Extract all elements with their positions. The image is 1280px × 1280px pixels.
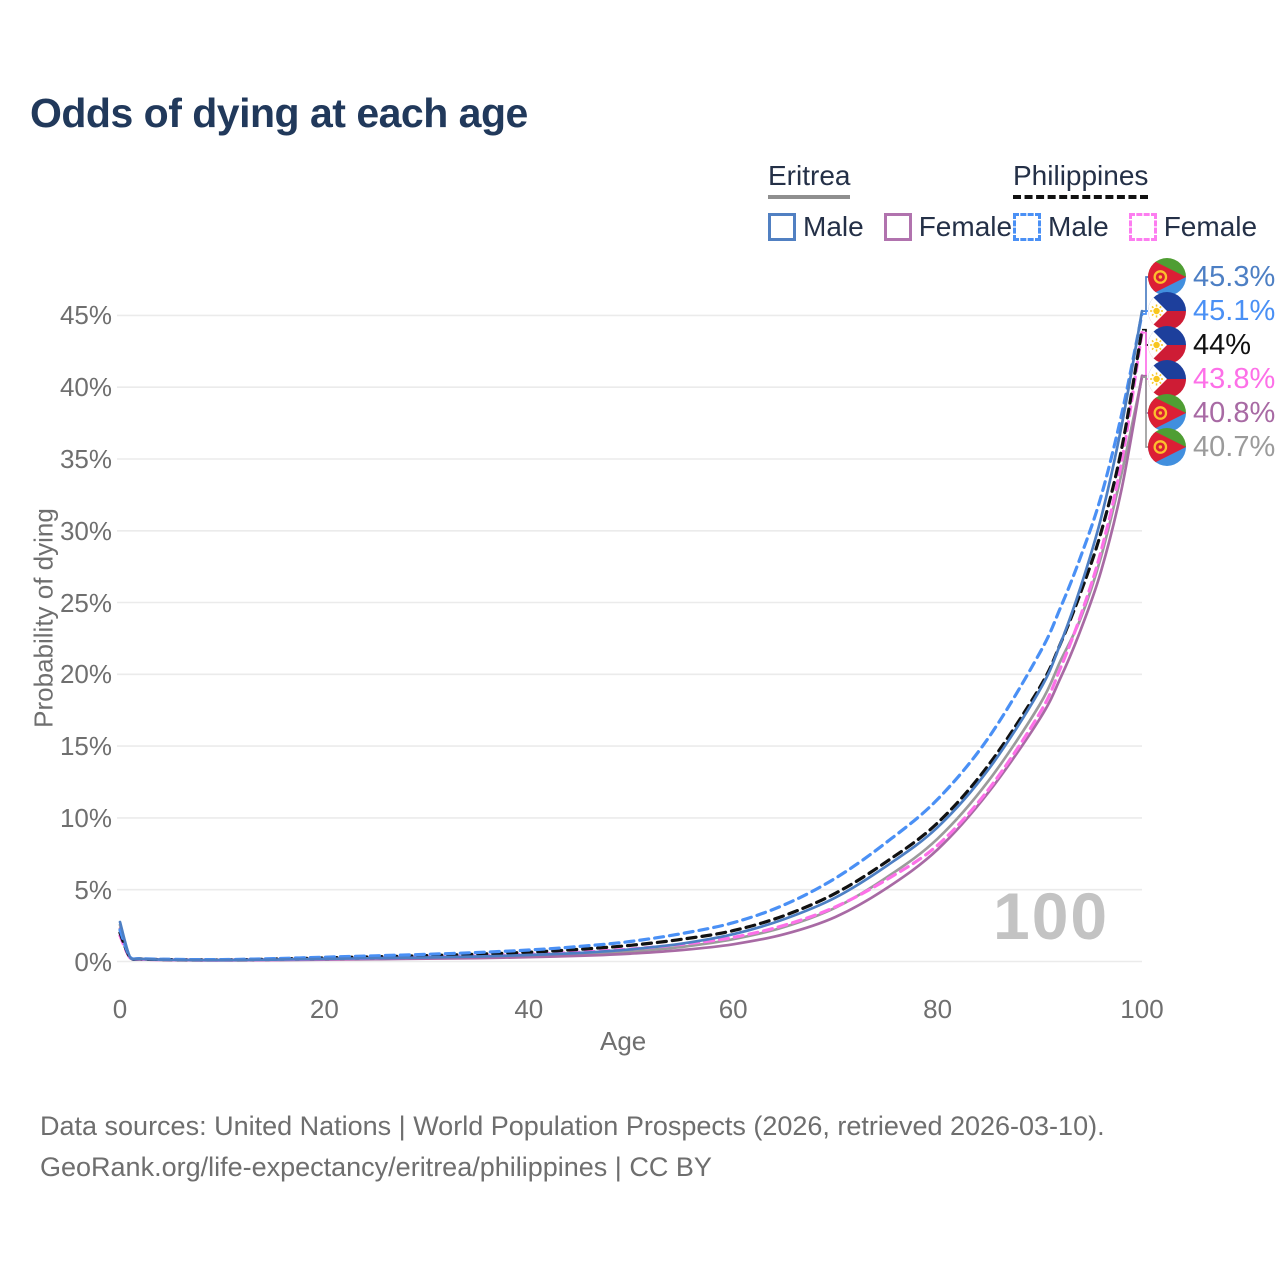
footer-sources: Data sources: United Nations | World Pop…: [40, 1111, 1105, 1141]
flag-philippines-icon: [1148, 326, 1186, 364]
end-label-eritrea-female: 40.8%: [1148, 393, 1275, 433]
legend-heading-eritrea: Eritrea: [768, 160, 851, 199]
watermark-age: 100: [993, 879, 1110, 953]
legend-group-philippines: Philippines Male Female: [1013, 160, 1257, 243]
y-tick-35: 35%: [59, 443, 112, 474]
end-label-philippines-both: 44%: [1148, 325, 1251, 365]
y-tick-45: 45%: [59, 300, 112, 331]
x-tick-0: 0: [112, 994, 128, 1024]
line-philippines-male[interactable]: [118, 312, 1144, 962]
footer: Data sources: United Nations | World Pop…: [40, 1106, 1105, 1188]
legend-item-label: Female: [918, 211, 1013, 242]
legend-item-philippines-male[interactable]: Male: [1013, 211, 1109, 243]
legend-item-philippines-female[interactable]: Female: [1128, 211, 1258, 243]
legend-item-label: Male: [1048, 211, 1109, 242]
end-value-eritrea-both: 40.7%: [1193, 430, 1276, 463]
legend-swatch-icon: [883, 213, 912, 241]
end-label-philippines-female: 43.8%: [1148, 359, 1275, 399]
end-label-eritrea-both: 40.7%: [1148, 427, 1275, 467]
x-axis-title: Age: [600, 1026, 647, 1056]
flag-eritrea-icon: [1148, 258, 1186, 296]
legend-item-label: Male: [803, 211, 864, 242]
y-tick-5: 5%: [74, 874, 112, 905]
line-eritrea-both[interactable]: [118, 375, 1144, 962]
x-tick-20: 20: [309, 994, 339, 1024]
end-label-philippines-male: 45.1%: [1148, 291, 1275, 331]
y-tick-20: 20%: [59, 659, 112, 690]
flag-philippines-icon: [1148, 292, 1186, 330]
flag-eritrea-icon: [1148, 428, 1186, 466]
line-philippines-female[interactable]: [118, 331, 1144, 962]
end-value-eritrea-male: 45.3%: [1193, 260, 1276, 293]
x-tick-80: 80: [923, 994, 953, 1024]
legend-group-eritrea: Eritrea Male Female: [768, 160, 1012, 243]
y-axis-title: Probability of dying: [28, 508, 59, 728]
legend-item-eritrea-female[interactable]: Female: [883, 211, 1013, 243]
legend-swatch-icon: [768, 213, 796, 241]
x-tick-40: 40: [514, 994, 544, 1024]
legend-swatch-icon: [1013, 213, 1041, 241]
legend-item-eritrea-male[interactable]: Male: [768, 211, 864, 243]
line-eritrea-male[interactable]: [118, 309, 1144, 962]
line-eritrea-female[interactable]: [118, 374, 1144, 962]
footer-attribution: GeoRank.org/life-expectancy/eritrea/phil…: [40, 1152, 712, 1182]
legend-heading-philippines: Philippines: [1013, 160, 1149, 199]
y-tick-30: 30%: [59, 515, 112, 546]
y-tick-15: 15%: [59, 731, 112, 762]
legend-swatch-icon: [1128, 213, 1157, 241]
end-value-philippines-both: 44%: [1193, 328, 1252, 361]
y-tick-0: 0%: [74, 946, 112, 977]
end-connector-philippines-female: [1142, 331, 1149, 380]
end-label-eritrea-male: 45.3%: [1148, 257, 1275, 297]
x-tick-60: 60: [718, 994, 748, 1024]
flag-eritrea-icon: [1148, 394, 1186, 432]
y-tick-10: 10%: [59, 802, 112, 833]
x-tick-100: 100: [1120, 994, 1164, 1024]
page-title: Odds of dying at each age: [30, 90, 528, 136]
line-philippines-both[interactable]: [118, 328, 1144, 962]
flag-philippines-icon: [1148, 360, 1186, 398]
y-tick-25: 25%: [59, 587, 112, 618]
end-connector-eritrea-male: [1142, 276, 1149, 312]
end-connector-philippines-male: [1142, 310, 1149, 315]
end-value-philippines-male: 45.1%: [1193, 294, 1276, 327]
y-tick-40: 40%: [59, 372, 112, 403]
end-connector-eritrea-both: [1142, 376, 1149, 448]
legend-item-label: Female: [1163, 211, 1258, 242]
end-value-eritrea-female: 40.8%: [1193, 396, 1276, 429]
end-value-philippines-female: 43.8%: [1193, 362, 1276, 395]
